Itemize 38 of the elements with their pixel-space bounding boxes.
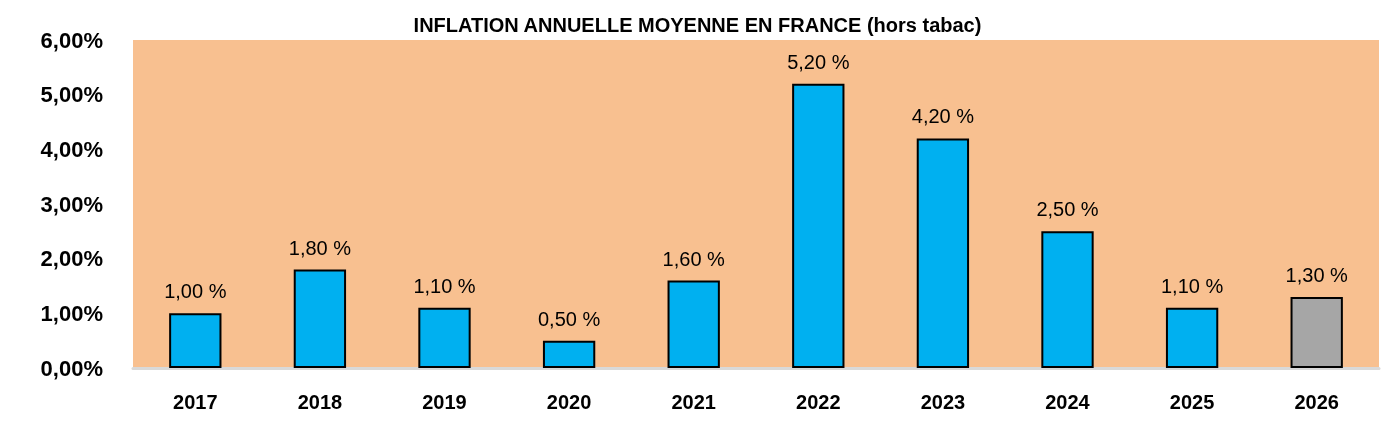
- x-tick-label: 2026: [1294, 391, 1339, 413]
- bar: [169, 313, 222, 368]
- bar: [792, 83, 845, 368]
- data-label: 4,20 %: [911, 105, 975, 128]
- y-tick-label: 0,00%: [40, 355, 103, 381]
- data-label: 1,80 %: [288, 236, 352, 259]
- bar: [1165, 307, 1219, 368]
- data-label: 2,50 %: [1036, 198, 1099, 221]
- x-tick-label: 2020: [546, 391, 592, 413]
- y-tick-label: 5,00%: [40, 82, 103, 108]
- x-tick-label: 2024: [1045, 391, 1091, 413]
- y-tick-label: 6,00%: [40, 27, 103, 53]
- data-label: 1,30 %: [1285, 263, 1349, 286]
- bar: [542, 340, 596, 368]
- chart-title: INFLATION ANNUELLE MOYENNE EN FRANCE (hors tabac): [413, 14, 982, 36]
- bar: [293, 269, 347, 368]
- x-tick-label: 2017: [173, 391, 218, 413]
- data-label: 5,20 %: [787, 50, 850, 73]
- data-label: 0,50 %: [537, 307, 601, 330]
- data-label: 1,10 %: [413, 274, 476, 297]
- y-tick-label: 1,00%: [40, 300, 103, 326]
- y-tick-label: 4,00%: [40, 136, 103, 162]
- x-tick-label: 2025: [1169, 391, 1215, 413]
- x-tick-label: 2022: [796, 391, 841, 413]
- bar: [418, 307, 471, 368]
- data-label: 1,00 %: [164, 280, 227, 303]
- data-label: 1,60 %: [662, 247, 726, 270]
- x-tick-label: 2023: [920, 391, 966, 413]
- x-tick-label: 2019: [422, 391, 467, 413]
- y-tick-label: 2,00%: [40, 246, 103, 272]
- x-tick-label: 2021: [671, 391, 716, 413]
- bar: [667, 280, 720, 368]
- y-tick-label: 3,00%: [40, 191, 103, 217]
- bar: [916, 138, 970, 368]
- data-label: 1,10 %: [1160, 274, 1224, 297]
- bar: [1290, 296, 1343, 368]
- x-tick-label: 2018: [297, 391, 343, 413]
- bar: [1041, 231, 1094, 368]
